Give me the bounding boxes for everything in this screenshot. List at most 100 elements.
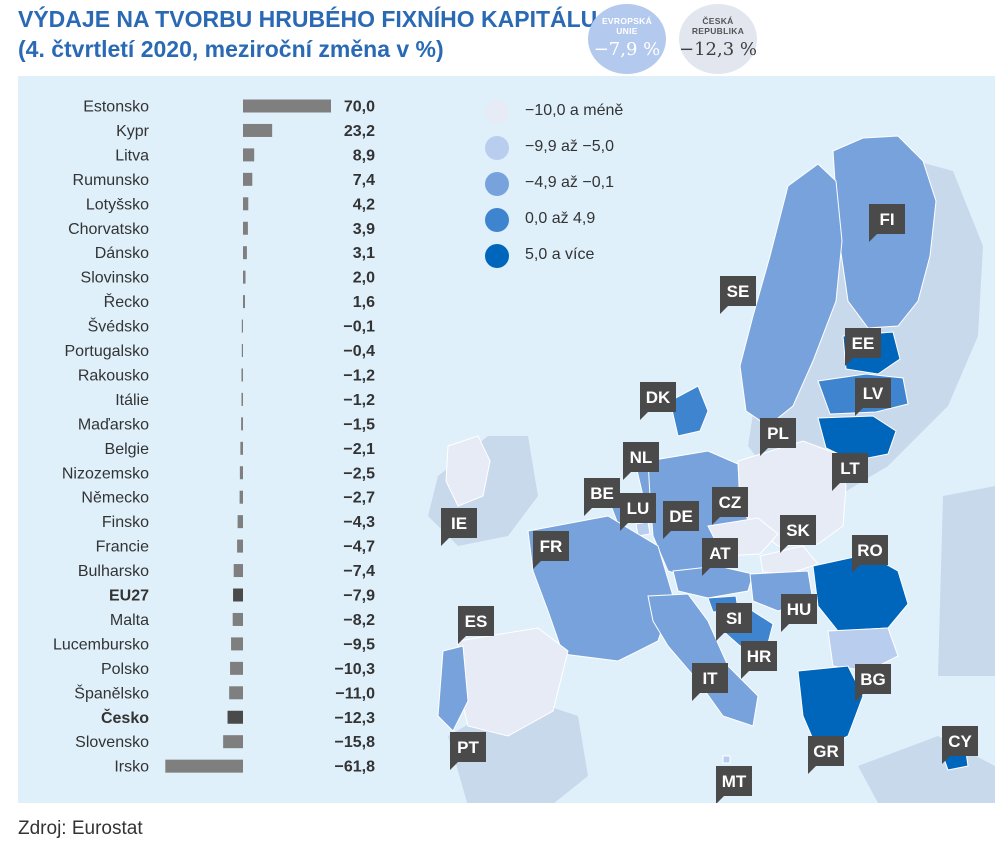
legend-swatch-4 xyxy=(485,208,509,232)
value-label-polsko: −10,3 xyxy=(335,661,376,678)
category-label-irsko: Irsko xyxy=(114,759,149,776)
legend-label-1: −10,0 a méně xyxy=(525,102,624,119)
bar-polsko xyxy=(230,661,243,675)
country-gr xyxy=(797,665,864,752)
map-label-hr: HR xyxy=(747,647,772,666)
map-label-nl: NL xyxy=(630,448,653,467)
value-label-rumunsko: 7,4 xyxy=(353,172,375,189)
map-label-box-it xyxy=(692,663,728,701)
bar-svedsko xyxy=(241,319,243,333)
map-label-ie: IE xyxy=(451,514,467,533)
bar-italie xyxy=(241,392,243,406)
map-label-box-cz xyxy=(712,487,748,525)
map-label-box-lv xyxy=(855,378,891,416)
map-label-fi: FI xyxy=(879,210,894,229)
value-label-italie: −1,2 xyxy=(343,392,375,409)
value-label-dansko: 3,1 xyxy=(353,245,375,262)
map-label-mt: MT xyxy=(722,772,747,791)
country-ro xyxy=(812,553,909,632)
eu-badge-label-line1: EVROPSKÁ xyxy=(601,16,653,26)
value-label-nemecko: −2,7 xyxy=(343,490,375,507)
country-dk xyxy=(669,385,709,437)
bar-slovinsko xyxy=(243,270,246,284)
category-label-nizozemsko: Nizozemsko xyxy=(62,465,149,482)
chart-title: VÝDAJE NA TVORBU HRUBÉHO FIXNÍHO KAPITÁL… xyxy=(18,4,597,64)
country-se xyxy=(739,163,843,427)
category-label-malta: Malta xyxy=(110,612,149,629)
category-label-madarsko: Maďarsko xyxy=(78,416,149,433)
value-label-finsko: −4,3 xyxy=(343,514,375,531)
map-label-de: DE xyxy=(669,507,693,526)
map-label-es: ES xyxy=(465,612,488,631)
legend-swatch-5 xyxy=(485,244,509,268)
map-label-be: BE xyxy=(590,484,614,503)
bar-portugalsko xyxy=(241,344,243,357)
value-label-lucembursko: −9,5 xyxy=(343,636,375,653)
category-label-finsko: Finsko xyxy=(102,514,149,531)
value-label-francie: −4,7 xyxy=(343,539,375,556)
eu-badge-value: −7,9 % xyxy=(593,39,661,60)
map-label-ee: EE xyxy=(852,334,875,353)
value-label-spanelsko: −11,0 xyxy=(335,685,375,702)
map-label-lv: LV xyxy=(863,384,884,403)
legend-label-5: 5,0 a více xyxy=(525,246,595,263)
legend-swatch-1 xyxy=(485,100,509,124)
bar-belgie xyxy=(240,441,243,455)
category-label-slovinsko: Slovinsko xyxy=(81,270,150,287)
map-label-box-nl xyxy=(623,442,659,480)
map-label-se: SE xyxy=(727,282,750,301)
bar-kypr xyxy=(243,123,273,137)
map-label-box-hr xyxy=(741,641,777,679)
bar-estonsko xyxy=(243,99,331,113)
value-label-eu27: −7,9 xyxy=(343,588,375,605)
bar-slovensko xyxy=(223,735,243,749)
bar-lotyssko xyxy=(243,197,249,211)
map-label-box-hu xyxy=(781,594,817,632)
map-label-box-bg xyxy=(855,664,891,702)
bar-nizozemsko xyxy=(239,466,243,480)
map-label-it: IT xyxy=(702,669,718,688)
map-label-box-pl xyxy=(760,418,796,456)
bar-finsko xyxy=(237,515,243,529)
category-label-spanelsko: Španělsko xyxy=(74,683,149,702)
europe-map xyxy=(428,135,995,803)
map-label-box-fr xyxy=(533,531,569,569)
value-label-cesko: −12,3 xyxy=(335,710,376,727)
chart-panel: Estonsko 70,0 Kypr 23,2 Litva 8,9 Rumunsko 7,4 L… xyxy=(18,76,995,803)
map-label-box-de xyxy=(663,501,699,539)
category-label-eu27: EU27 xyxy=(109,588,149,605)
map-label-bg: BG xyxy=(860,670,886,689)
map-label-sk: SK xyxy=(786,521,810,540)
map-label-ro: RO xyxy=(857,541,883,560)
category-label-lucembursko: Lucembursko xyxy=(53,636,149,653)
legend-swatch-3 xyxy=(485,172,509,196)
map-label-box-sk xyxy=(780,515,816,553)
map-label-cz: CZ xyxy=(719,493,742,512)
source-note: Zdroj: Eurostat xyxy=(18,818,143,839)
category-label-belgie: Belgie xyxy=(105,441,150,458)
bar-francie xyxy=(237,539,243,553)
value-label-kypr: 23,2 xyxy=(344,123,375,140)
value-label-chorvatsko: 3,9 xyxy=(353,221,375,238)
category-label-dansko: Dánsko xyxy=(95,245,149,262)
map-label-box-fi xyxy=(869,204,905,242)
map-label-at: AT xyxy=(709,544,731,563)
category-label-bulharsko: Bulharsko xyxy=(78,563,149,580)
map-label-box-ro xyxy=(852,535,888,573)
value-label-portugalsko: −0,4 xyxy=(343,343,375,360)
country-sk xyxy=(759,545,819,575)
eu-badge: EVROPSKÁ UNIE −7,9 % xyxy=(588,4,666,74)
bar-dansko xyxy=(243,246,247,260)
map-labels: FI SE EE LV LT DK PL NL BE LU DE CZ SK IE FR AT RO HU SI ES… xyxy=(441,204,978,803)
map-label-box-pt xyxy=(450,732,486,770)
value-label-irsko: −61,8 xyxy=(335,759,376,776)
bar-chart: Estonsko 70,0 Kypr 23,2 Litva 8,9 Rumunsko 7,4 L… xyxy=(53,99,375,776)
map-label-box-ie xyxy=(441,508,477,546)
bar-irsko xyxy=(165,759,243,773)
category-label-estonsko: Estonsko xyxy=(83,99,149,116)
map-label-si: SI xyxy=(726,609,742,628)
map-label-box-lu xyxy=(620,493,656,531)
value-label-malta: −8,2 xyxy=(343,612,375,629)
value-label-nizozemsko: −2,5 xyxy=(343,465,375,482)
cz-badge-value: −12,3 % xyxy=(679,39,757,60)
